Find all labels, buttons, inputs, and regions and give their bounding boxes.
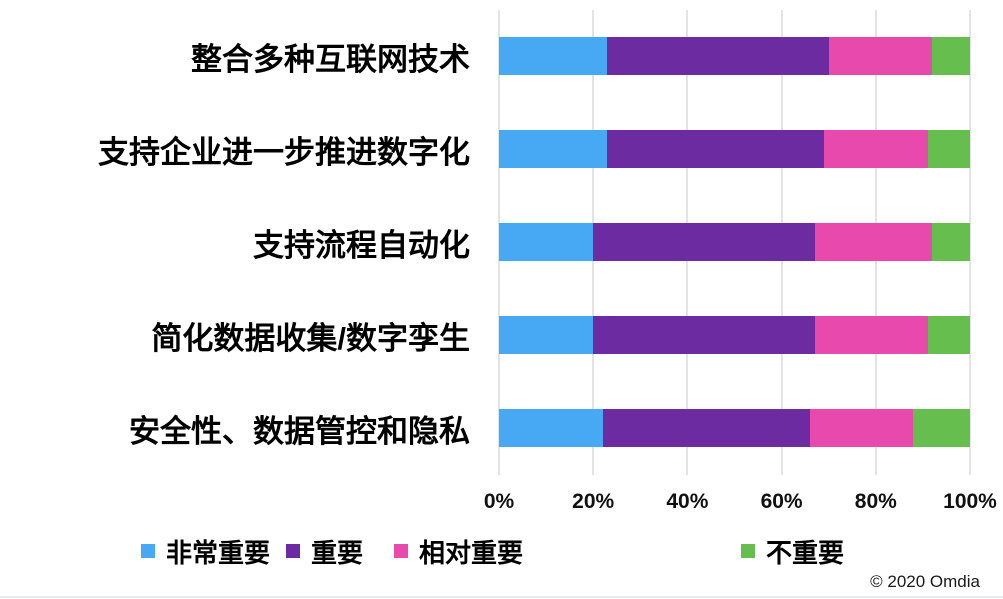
category-label: 整合多种互联网技术: [191, 42, 470, 77]
bar-row: [499, 223, 970, 261]
bar-segment: [499, 130, 608, 168]
bar-segment: [607, 37, 829, 75]
x-tick-label: 20%: [572, 490, 615, 513]
bar-segment: [593, 316, 815, 354]
x-tick-label: 0%: [483, 490, 515, 513]
legend-label: 非常重要: [166, 537, 271, 568]
legend-item: 不重要: [741, 533, 844, 569]
bar-segment: [823, 130, 928, 168]
x-tick-label: 80%: [854, 490, 897, 513]
x-tick-label: 100%: [943, 490, 997, 513]
bar-segment: [927, 316, 970, 354]
bar-segment: [932, 223, 970, 261]
bar-row: [499, 37, 970, 75]
x-axis: 0% 20% 40% 60% 80% 100%: [484, 490, 997, 516]
legend-label: 相对重要: [419, 537, 524, 568]
legend-item: 非常重要: [141, 533, 270, 569]
legend-marker-icon: [141, 544, 155, 558]
category-label: 支持企业进一步推进数字化: [98, 135, 470, 170]
legend-marker-icon: [394, 544, 408, 558]
legend-marker-icon: [286, 544, 300, 558]
legend-item: 相对重要: [394, 533, 523, 569]
bar-row: [499, 130, 970, 168]
category-label: 简化数据收集/数字孪生: [151, 321, 470, 356]
bottom-divider: [0, 596, 1003, 598]
bar-segment: [607, 130, 824, 168]
legend-label: 不重要: [766, 537, 845, 568]
legend-item: 重要: [286, 533, 363, 569]
bar-segment: [499, 223, 594, 261]
x-tick-label: 60%: [760, 490, 803, 513]
category-axis: 整合多种互联网技术支持企业进一步推进数字化支持流程自动化简化数据收集/数字孪生安…: [0, 10, 470, 475]
bar-segment: [499, 409, 603, 447]
legend-label: 重要: [311, 537, 364, 568]
bar-segment: [814, 316, 928, 354]
bar-segment: [932, 37, 970, 75]
bar-segment: [809, 409, 914, 447]
category-label: 支持流程自动化: [253, 228, 470, 263]
bar-segment: [913, 409, 970, 447]
bar-segment: [499, 316, 594, 354]
copyright-note: © 2020 Omdia: [870, 572, 980, 591]
bar-segment: [593, 223, 815, 261]
category-label: 安全性、数据管控和隐私: [129, 414, 470, 449]
bar-segment: [814, 223, 933, 261]
x-tick-label: 40%: [666, 490, 709, 513]
bar-segment: [828, 37, 933, 75]
legend-marker-icon: [741, 544, 755, 558]
bar-row: [499, 316, 970, 354]
bar-segment: [927, 130, 970, 168]
plot-area: [498, 10, 971, 475]
bar-segment: [602, 409, 810, 447]
bar-row: [499, 409, 970, 447]
bar-segment: [499, 37, 608, 75]
legend: 非常重要 重要 相对重要 不重要: [0, 533, 1003, 569]
gridline: [969, 10, 971, 475]
